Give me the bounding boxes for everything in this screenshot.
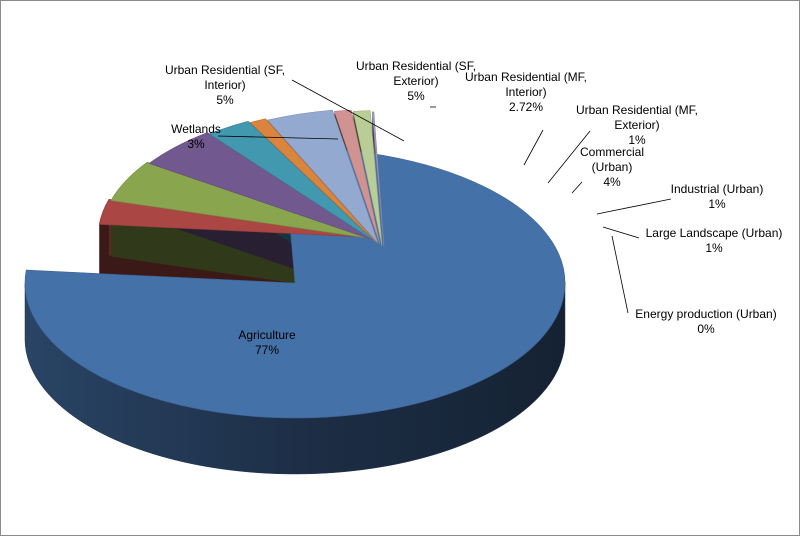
leader-line [291, 79, 405, 142]
leader-lines [217, 79, 672, 314]
slice-label: Commercial (Urban) 4% [580, 145, 644, 189]
leader-line [547, 130, 591, 184]
pie-slice [249, 118, 377, 243]
pie-slice [148, 132, 373, 240]
leader-line [596, 198, 672, 215]
slice-label: Urban Residential (SF, Exterior) 5% [356, 59, 476, 103]
leader-line [602, 226, 640, 239]
slice-labels: Agriculture 77% Wetlands 3% Urban Residentia… [165, 59, 782, 357]
leader-line [523, 129, 544, 166]
slice-label: Urban Residential (MF, Exterior) 1% [576, 103, 698, 147]
leader-line [217, 135, 339, 140]
slice-label: Wetlands 3% [171, 122, 221, 151]
slice-label: Energy production (Urban) 0% [635, 307, 776, 336]
slice-label: Urban Residential (MF, Interior) 2.72% [465, 70, 587, 114]
slice-label: Large Landscape (Urban) 1% [646, 226, 783, 255]
pie-slice [208, 121, 375, 242]
pie-slice [334, 109, 381, 245]
pie-tops [24, 109, 566, 419]
leader-line [571, 181, 583, 194]
pie-slice [24, 147, 566, 419]
slice-label: Industrial (Urban) 1% [671, 182, 764, 211]
pie-slice [266, 109, 379, 244]
pie-slice [371, 111, 385, 247]
slice-label: Urban Residential (SF, Interior) 5% [165, 63, 285, 107]
pie-slice [110, 161, 371, 239]
slice-label: Agriculture 77% [238, 328, 296, 357]
pie-slice [352, 110, 383, 246]
leader-line [611, 235, 629, 314]
